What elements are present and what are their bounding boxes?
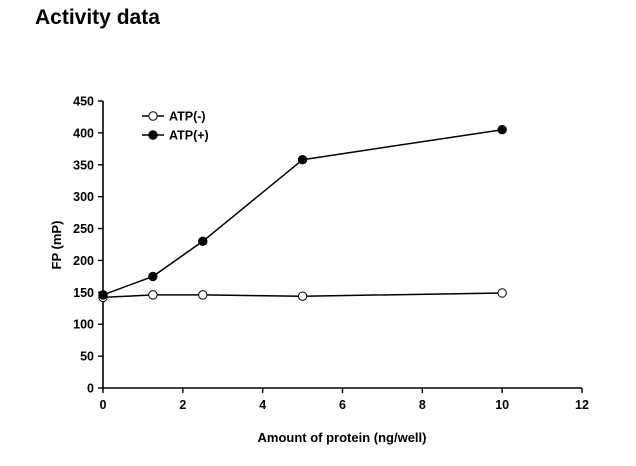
y-tick-label: 50 — [80, 350, 94, 364]
series-markers — [98, 125, 507, 303]
x-tick-label: 8 — [419, 398, 426, 412]
y-tick-label: 350 — [73, 158, 94, 172]
legend-marker-atp — [148, 111, 158, 121]
y-tick-label: 300 — [73, 190, 94, 204]
data-point-atp — [497, 288, 507, 298]
data-point-atp — [98, 290, 108, 300]
x-tick-label: 6 — [339, 398, 346, 412]
y-tick-label: 450 — [73, 95, 94, 109]
y-tick-label: 200 — [73, 254, 94, 268]
legend-label-atp: ATP(-) — [169, 110, 206, 124]
x-tick-label: 0 — [100, 398, 107, 412]
series-lines — [102, 128, 503, 299]
y-tick-label: 150 — [73, 286, 94, 300]
y-tick-label: 250 — [73, 222, 94, 236]
legend: ATP(-) ATP(+) — [142, 110, 209, 143]
x-tick-label: 2 — [179, 398, 186, 412]
data-point-atp — [297, 154, 308, 165]
x-tick-label: 12 — [575, 398, 589, 412]
x-tick-label: 4 — [259, 398, 266, 412]
series-line-atp — [102, 128, 503, 296]
data-point-atp — [148, 271, 158, 282]
y-tick-label: 100 — [73, 318, 94, 332]
legend-label-atp: ATP(+) — [169, 129, 209, 143]
legend-marker-atp — [148, 130, 158, 140]
data-point-atp — [297, 291, 308, 301]
data-point-atp — [497, 125, 507, 135]
axis-ticks: 0 50 100 150 200 250 300 350 400 450 0 2 4 6 8 10 12 — [73, 95, 589, 413]
x-axis-label: Amount of protein (ng/well) — [258, 430, 427, 445]
data-point-atp — [198, 290, 208, 300]
y-tick-label: 400 — [73, 126, 94, 140]
data-point-atp — [148, 290, 158, 300]
y-tick-label: 0 — [87, 382, 94, 396]
axes — [102, 101, 582, 389]
y-axis-label: FP (mP) — [49, 221, 64, 270]
data-point-atp — [198, 236, 208, 247]
page-title: Activity data — [35, 6, 160, 29]
x-tick-label: 10 — [495, 398, 509, 412]
